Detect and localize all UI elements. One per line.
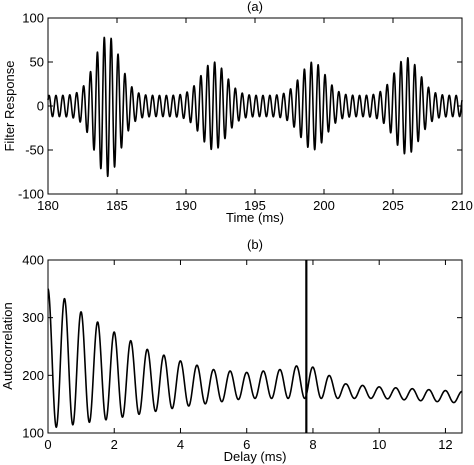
panel-a-y-tick-label: 0 [37,99,44,114]
panel-b-y-tick-label: 200 [22,368,44,383]
panel-b-y-tick-label: 300 [22,310,44,325]
panel-b-x-tick-label: 10 [372,437,386,452]
panel-a-y-axis-label: Filter Response [2,60,17,151]
panel-a-series-line [47,36,463,178]
panel-b-x-tick-label: 12 [438,437,452,452]
panel-b-tick-labels: 0 2 4 6 8 10 12 100 200 300 400 [22,253,452,453]
panel-a-title: (a) [247,0,263,14]
panel-a: (a) 180 185 190 195 200 205 210 -100 -50 0 50 100 T… [2,0,473,225]
panel-a-x-tick-label: 185 [106,198,128,213]
panel-b-y-tick-label: 400 [22,253,44,268]
panel-a-ticks [47,17,463,195]
panel-b-x-tick-label: 6 [243,437,250,452]
panel-b-x-axis-label: Delay (ms) [224,449,287,464]
panel-b-x-tick-label: 4 [177,437,184,452]
panel-a-x-tick-label: 210 [451,198,473,213]
panel-b-x-tick-label: 2 [111,437,118,452]
panel-b-x-tick-label: 0 [44,437,51,452]
panel-a-x-tick-label: 190 [175,198,197,213]
panel-a-y-tick-label: -100 [18,187,44,202]
panel-a-x-tick-label: 195 [244,198,266,213]
panel-a-x-tick-label: 180 [37,198,59,213]
panel-b-ticks [47,259,462,434]
panel-b-plot-frame [47,259,463,434]
panel-a-tick-labels: 180 185 190 195 200 205 210 -100 -50 0 50 100 [18,11,473,214]
panel-a-y-tick-label: 100 [22,11,44,26]
panel-b-series-line [47,288,463,429]
panel-b-y-axis-label: Autocorrelation [0,302,15,389]
panel-b-y-tick-label: 100 [22,426,44,441]
panel-b-x-tick-label: 8 [309,437,316,452]
panel-a-x-axis-label: Time (ms) [226,210,284,225]
panel-b-title: (b) [247,237,263,252]
panel-a-y-tick-label: 50 [30,55,44,70]
panel-a-x-tick-label: 205 [382,198,404,213]
panel-a-y-tick-label: -50 [25,143,44,158]
panel-b: (b) 0 2 4 6 8 10 12 100 200 300 400 Delay (ms) Aut… [0,237,463,464]
panel-a-x-tick-label: 200 [313,198,335,213]
